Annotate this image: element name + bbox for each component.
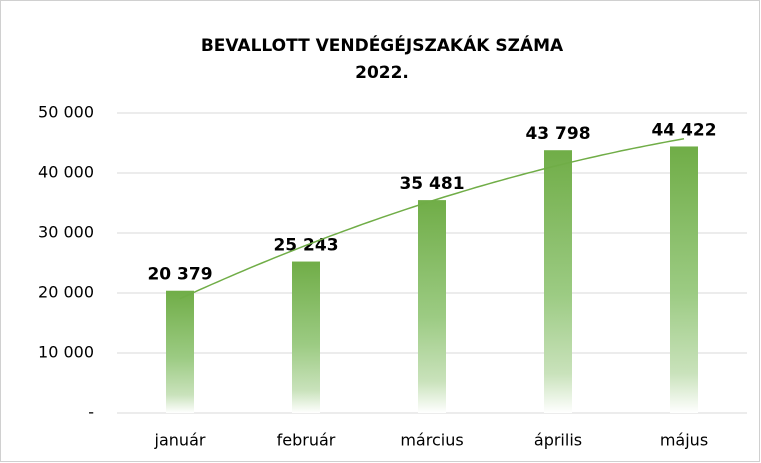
bar <box>670 146 698 413</box>
x-tick-label: január <box>154 431 206 450</box>
trendline <box>179 138 685 300</box>
y-tick-label: - <box>88 403 94 422</box>
x-tick-label: március <box>400 431 463 450</box>
chart-title: BEVALLOTT VENDÉGÉJSZAKÁK SZÁMA <box>201 34 564 56</box>
chart-subtitle: 2022. <box>355 63 409 83</box>
data-label: 44 422 <box>651 120 716 140</box>
y-tick-label: 20 000 <box>38 283 94 302</box>
y-tick-label: 30 000 <box>38 223 94 242</box>
x-tick-label: április <box>534 431 582 450</box>
bar <box>166 290 194 413</box>
bar <box>418 200 446 413</box>
y-tick-label: 10 000 <box>38 343 94 362</box>
y-tick-label: 40 000 <box>38 163 94 182</box>
bar <box>544 150 572 413</box>
y-tick-label: 50 000 <box>38 103 94 122</box>
bar <box>292 261 320 413</box>
data-label: 43 798 <box>525 124 590 144</box>
data-label: 35 481 <box>399 174 464 194</box>
x-tick-label: május <box>660 431 708 450</box>
data-label: 20 379 <box>147 265 212 285</box>
x-tick-label: február <box>277 431 336 450</box>
